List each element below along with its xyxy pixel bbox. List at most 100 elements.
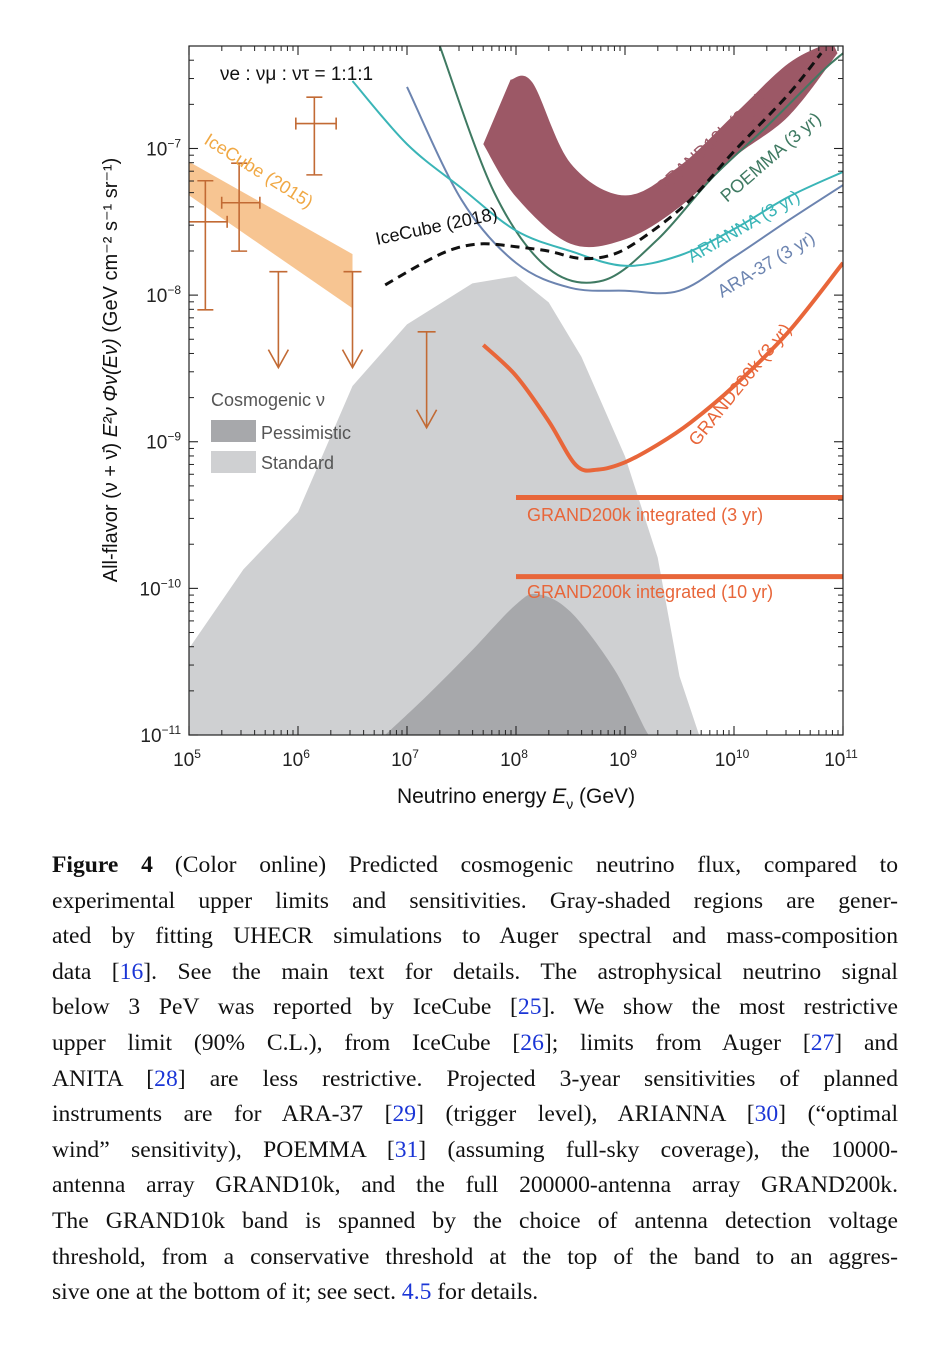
flavor-ratio-label: νe : νμ : ντ = 1:1:1 <box>220 64 373 85</box>
caption-text: ]. We show the most restrictive <box>541 994 898 1021</box>
caption-text: instruments are for ARA-37 [ <box>52 1101 393 1128</box>
legend: Cosmogenic ν Pessimistic Standard <box>211 390 351 473</box>
y-axis-title-text: All-flavor (ν + ν̄) <box>100 437 122 582</box>
x-tick-exponent: 7 <box>412 747 419 761</box>
caption-reference-link[interactable]: 28 <box>154 1065 178 1092</box>
x-tick-base: 10 <box>715 750 736 771</box>
y-tick-exponent: −10 <box>161 576 182 590</box>
y-tick-base: 10 <box>140 579 161 600</box>
caption-reference-link[interactable]: 16 <box>119 958 144 985</box>
y-axis-title: All-flavor (ν + ν̄) E²ν Φν(Eν) (GeV cm⁻²… <box>100 158 122 583</box>
y-tick-exponent: −9 <box>167 430 181 444</box>
caption-text: below 3 PeV was reported by IceCube [ <box>52 994 518 1021</box>
caption-text: (Color online) Predicted cosmogenic neut… <box>174 852 898 878</box>
x-axis-title-text: Neutrino energy <box>397 785 552 808</box>
caption-text: ] (trigger level), ARIANNA [ <box>416 1101 755 1128</box>
icecube-2015-band <box>189 161 353 309</box>
caption-line: threshold, from a conservative threshold… <box>52 1240 898 1276</box>
x-tick-base: 10 <box>173 750 194 771</box>
arianna-line <box>351 80 843 267</box>
poemma-line <box>438 46 843 284</box>
caption-line: wind” sensitivity), POEMMA [31] (assumin… <box>52 1133 898 1169</box>
grand200k-integrated-10yr-label: GRAND200k integrated (10 yr) <box>527 582 773 602</box>
x-axis-title-sub: ν <box>566 796 573 812</box>
icecube-2018-line <box>384 52 823 287</box>
caption-line: sive one at the bottom of it; see sect. … <box>52 1275 898 1311</box>
caption-reference-link[interactable]: 26 <box>520 1029 544 1056</box>
x-tick-base: 10 <box>500 750 521 771</box>
icecube-upper-limit-2 <box>341 270 364 370</box>
figure-caption: Figure 4 (Color online) Predicted cosmoge… <box>52 848 898 1311</box>
legend-swatch-pessimistic <box>211 420 256 442</box>
icecube-2018-label: IceCube (2018) <box>374 204 500 249</box>
y-tick-base: 10 <box>146 286 167 307</box>
grand200k-line <box>481 261 843 473</box>
x-axis-title: Neutrino energy Eν (GeV) <box>397 785 635 812</box>
caption-reference-link[interactable]: 4.5 <box>401 1279 432 1306</box>
caption-text: ] are less restrictive. Projected 3-year… <box>177 1065 898 1092</box>
caption-line: Figure 4 (Color online) Predicted cosmoge… <box>52 848 898 884</box>
y-axis-title-expr: E²ν Φν(Eν) <box>100 338 122 437</box>
icecube-upper-limit-1 <box>267 270 290 370</box>
caption-text: for details. <box>431 1279 539 1306</box>
x-tick-label: 108 <box>500 747 528 771</box>
neutrino-flux-chart: 105 106 107 108 109 1010 101110−1110−1010−910−… <box>100 45 858 812</box>
x-tick-label: 1011 <box>824 747 858 771</box>
icecube-upper-limit-3 <box>415 330 438 430</box>
caption-text: antenna array GRAND10k, and the full 200… <box>52 1172 898 1199</box>
caption-text: wind” sensitivity), POEMMA [ <box>52 1136 395 1163</box>
caption-text: threshold, from a conservative threshold… <box>52 1243 898 1270</box>
x-tick-base: 10 <box>282 750 303 771</box>
upper-limit-arrow <box>267 349 290 370</box>
icecube-data-point-2 <box>220 162 261 252</box>
caption-figure-label: Figure 4 <box>52 852 153 878</box>
x-tick-label: 1010 <box>715 747 750 771</box>
caption-line: ated by fitting UHECR simulations to Aug… <box>52 919 898 955</box>
caption-text: ated by fitting UHECR simulations to Aug… <box>52 923 898 950</box>
caption-reference-link[interactable]: 30 <box>754 1101 779 1128</box>
icecube-data-point-1 <box>189 179 228 311</box>
x-axis-title-unit: (GeV) <box>573 785 635 808</box>
caption-line: The GRAND10k band is spanned by the choi… <box>52 1204 898 1240</box>
x-tick-exponent: 11 <box>845 747 858 761</box>
caption-line: data [16]. See the main text for details… <box>52 955 898 991</box>
y-tick-label: 10−11 <box>140 723 181 747</box>
x-tick-label: 105 <box>173 747 201 771</box>
caption-text: The GRAND10k band is spanned by the choi… <box>52 1207 898 1234</box>
caption-reference-link[interactable]: 27 <box>810 1029 835 1056</box>
caption-reference-link[interactable]: 31 <box>394 1136 419 1163</box>
x-tick-label: 109 <box>609 747 637 771</box>
x-tick-exponent: 10 <box>736 747 750 761</box>
caption-text: ]. See the main text for details. The as… <box>143 958 898 985</box>
pessimistic-area <box>385 593 653 735</box>
grand200k-integrated-3yr-label: GRAND200k integrated (3 yr) <box>527 505 763 525</box>
caption-text: upper limit (90% C.L.), from IceCube [ <box>52 1029 521 1056</box>
legend-title: Cosmogenic ν <box>211 390 325 410</box>
grand200k-label: GRAND200k (3 yr) <box>685 320 796 450</box>
caption-line: instruments are for ARA-37 [29] (trigger… <box>52 1097 898 1133</box>
caption-reference-link[interactable]: 25 <box>517 994 542 1021</box>
x-tick-exponent: 9 <box>630 747 637 761</box>
grand10k-band <box>483 46 838 248</box>
caption-text: ] (“optimal <box>778 1101 899 1128</box>
caption-text: experimental upper limits and sensitivit… <box>52 887 898 914</box>
x-tick-label: 106 <box>282 747 310 771</box>
x-tick-base: 10 <box>824 750 845 771</box>
caption-reference-link[interactable]: 29 <box>392 1101 417 1128</box>
upper-limit-arrow <box>341 349 364 370</box>
caption-text: sive one at the bottom of it; see sect. <box>52 1279 402 1306</box>
y-tick-exponent: −7 <box>167 136 181 150</box>
caption-line: antenna array GRAND10k, and the full 200… <box>52 1168 898 1204</box>
y-tick-exponent: −8 <box>167 283 181 297</box>
caption-text: ]; limits from Auger [ <box>543 1029 811 1056</box>
y-tick-label: 10−10 <box>140 576 182 600</box>
y-tick-base: 10 <box>146 139 167 160</box>
x-tick-exponent: 6 <box>303 747 310 761</box>
icecube-data-point-3 <box>295 96 337 176</box>
caption-line: upper limit (90% C.L.), from IceCube [26… <box>52 1026 898 1062</box>
y-tick-label: 10−9 <box>146 430 181 454</box>
caption-line: below 3 PeV was reported by IceCube [25]… <box>52 990 898 1026</box>
y-tick-base: 10 <box>140 726 161 747</box>
caption-line: experimental upper limits and sensitivit… <box>52 884 898 920</box>
x-tick-label: 107 <box>391 747 419 771</box>
